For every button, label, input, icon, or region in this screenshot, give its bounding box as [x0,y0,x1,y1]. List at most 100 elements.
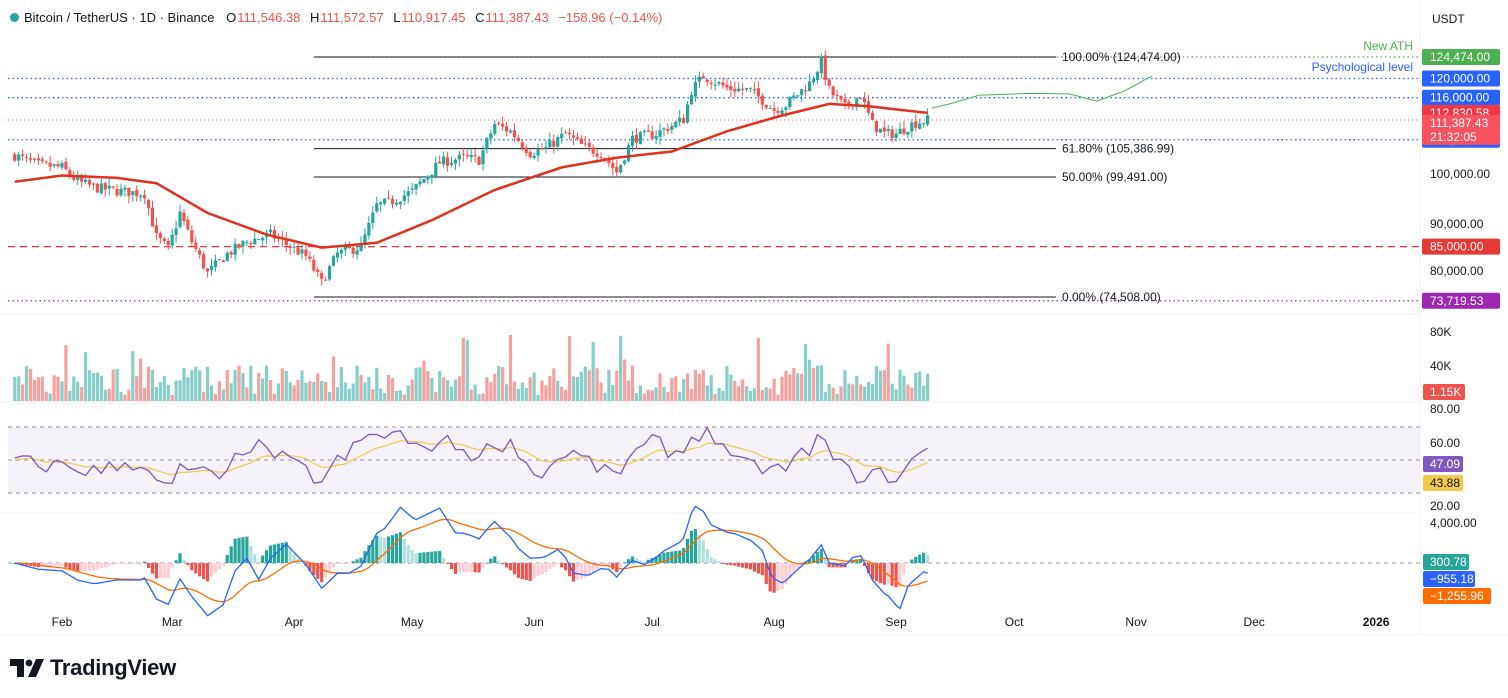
price-badges: 124,474.00120,000.00116,000.00107,245.00… [1422,49,1500,309]
level-badge-text: 73,719.53 [1430,294,1484,308]
currency-label[interactable]: USDT [1432,12,1465,26]
volume-bar [556,380,560,401]
candle-body [135,189,139,197]
volume-bar [127,389,131,401]
candle-body [473,155,477,157]
macd-hist-bar [516,563,520,578]
candle-body [815,72,820,81]
macd-hist-bar [335,563,340,564]
macd-hist-bar [379,536,383,563]
macd-hist-bar [406,544,410,563]
candle-body [449,162,454,165]
macd-hist-bar [229,546,233,563]
macd-hist-bar [473,563,477,573]
volume-bar [642,393,646,401]
candle-body [705,79,709,83]
volume-bar [13,376,17,401]
candle-body [237,244,241,248]
candle-body [351,247,355,254]
volume-bar [174,380,178,401]
candle-body [493,123,497,134]
candle-body [150,207,155,227]
tradingview-logo[interactable]: TradingView [10,654,176,682]
candle-body [355,250,359,255]
volume-bar [111,369,115,401]
candle-body [52,164,56,166]
macd-hist-bar [922,552,926,563]
candle-body [835,94,839,96]
macd-hist-bar [670,551,674,563]
macd-hist-bar [312,563,316,576]
macd-hist-bar [619,563,623,567]
volume-bar [261,378,265,401]
macd-hist-bar [603,563,607,567]
volume-bar [831,387,835,401]
candle-body [21,154,25,156]
projection-path [931,75,1153,109]
volume-bar [249,365,253,401]
volume-bar [347,388,351,401]
volume-bar [253,393,257,401]
candle-body [863,98,867,103]
volume-bar [418,367,422,401]
volume-bar [426,371,430,401]
volume-bar [288,382,292,401]
candle-body [64,161,68,170]
level-badge-text: 85,000.00 [1430,240,1484,254]
candle-body [174,228,178,236]
candle-body [139,195,143,198]
candle-body [682,117,686,124]
candle-body [839,95,843,100]
candle-body [386,197,391,199]
candle-body [796,95,800,97]
change-value: −158.96 (−0.14%) [558,10,663,25]
candle-body [426,176,430,180]
macd-hist-bar [823,558,827,563]
volume-bar [119,392,123,401]
macd-hist-bar [792,563,796,574]
candle-body [587,143,591,147]
rsi-tick: 80.00 [1430,402,1460,416]
volume-bar [819,365,823,401]
macd-hist-bar [198,563,202,577]
volume-axis: 80K 40K [1430,325,1451,373]
macd-hist-bar [552,563,556,567]
price-candles [13,50,930,286]
time-axis-label: Jun [524,615,543,629]
time-axis-label: Oct [1005,615,1024,629]
time-axis-label: Feb [52,615,73,629]
macd-hist-bar [560,563,564,568]
candle-body [390,198,395,205]
candle-body [202,254,206,269]
candle-body [394,202,399,205]
level-badge-text: 116,000.00 [1430,91,1489,105]
macd-hist-bar [186,563,190,566]
time-axis-label: Apr [285,615,304,629]
candle-body [268,229,273,232]
volume-bar [670,378,674,401]
candle-body [662,128,666,130]
macd-hist-bar [457,563,461,573]
candle-body [910,122,914,132]
candle-body [91,183,96,185]
candle-body [438,161,442,164]
candle-body [689,95,694,105]
volume-bar [532,372,536,401]
volume-bar [367,376,371,401]
candle-body [103,183,107,190]
rsi-tick: 20.00 [1430,499,1460,513]
volume-bar [536,394,540,401]
candle-body [296,247,300,255]
macd-hist-bar [343,563,347,564]
macd-signal-badge [1423,588,1491,604]
symbol-title[interactable]: Bitcoin / TetherUS · 1D · Binance [24,10,215,25]
volume-bar [64,345,68,401]
candle-body [882,127,886,132]
candle-body [28,158,33,160]
candle-body [646,130,650,132]
macd-hist-bar [257,561,261,563]
candle-body [925,115,930,125]
volume-bar [198,370,202,401]
volume-bar [434,392,438,401]
